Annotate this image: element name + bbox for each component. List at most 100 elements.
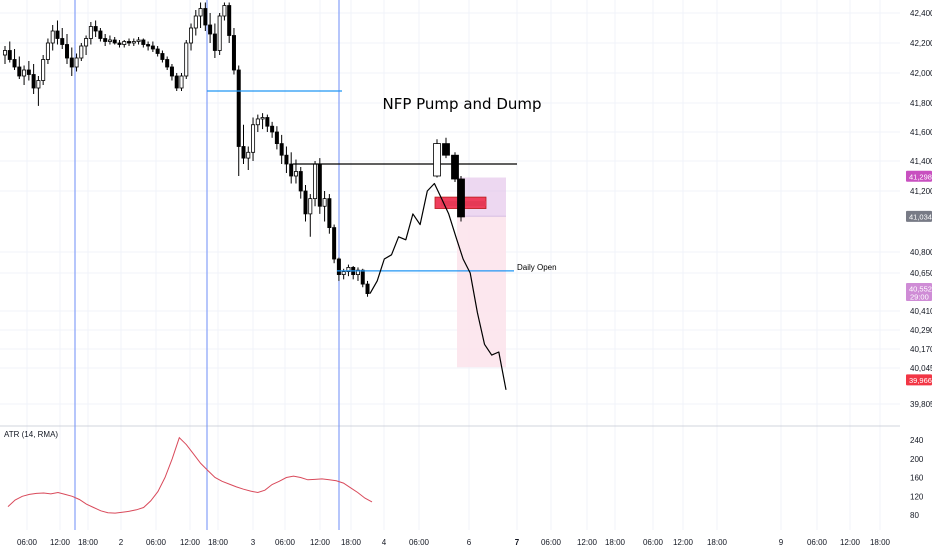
candle[interactable] xyxy=(293,171,298,177)
candle[interactable] xyxy=(84,38,89,47)
candle[interactable] xyxy=(251,124,256,153)
nfp-candle[interactable] xyxy=(442,143,450,156)
candle[interactable] xyxy=(26,69,31,75)
candle[interactable] xyxy=(50,30,55,44)
candle[interactable] xyxy=(122,41,127,45)
candle[interactable] xyxy=(313,163,318,200)
price-badge[interactable] xyxy=(906,210,932,222)
candle[interactable] xyxy=(22,69,27,77)
candle[interactable] xyxy=(103,38,108,42)
candle[interactable] xyxy=(265,117,270,127)
candle[interactable] xyxy=(146,44,151,47)
candle[interactable] xyxy=(41,59,46,81)
candle[interactable] xyxy=(189,27,194,44)
candle[interactable] xyxy=(17,66,22,77)
candle[interactable] xyxy=(179,75,184,89)
x-tick-label: 18:00 xyxy=(605,538,626,547)
candle[interactable] xyxy=(246,151,251,159)
candle[interactable] xyxy=(98,30,103,39)
x-tick-label: 18:00 xyxy=(870,538,891,547)
candle[interactable] xyxy=(107,39,112,42)
axis-layer: 42,400 42,200 42,000 41,800 41,600 41,400 41,2… xyxy=(17,9,932,547)
candle[interactable] xyxy=(55,30,60,39)
x-tick-label: 2 xyxy=(119,538,124,547)
candle[interactable] xyxy=(322,198,327,207)
candle[interactable] xyxy=(141,39,146,45)
candle[interactable] xyxy=(360,269,365,285)
price-badge[interactable] xyxy=(906,170,932,182)
candle[interactable] xyxy=(217,15,222,51)
nfp-candle[interactable] xyxy=(451,154,459,180)
candle[interactable] xyxy=(231,35,236,71)
candle[interactable] xyxy=(341,271,346,275)
candle[interactable] xyxy=(212,33,217,51)
candle[interactable] xyxy=(131,41,136,44)
candle[interactable] xyxy=(169,66,174,77)
candle[interactable] xyxy=(308,198,313,215)
candle[interactable] xyxy=(117,42,122,45)
candle[interactable] xyxy=(12,59,17,68)
candle[interactable] xyxy=(127,41,132,44)
candle[interactable] xyxy=(74,57,79,68)
x-tick-label: 06:00 xyxy=(146,538,167,547)
nfp-candle[interactable] xyxy=(457,178,465,218)
candle[interactable] xyxy=(332,227,337,260)
price-badge[interactable] xyxy=(906,374,932,386)
candle[interactable] xyxy=(136,39,141,42)
candle[interactable] xyxy=(227,5,232,36)
candle[interactable] xyxy=(284,154,289,165)
candle[interactable] xyxy=(255,118,260,126)
candle[interactable] xyxy=(336,258,341,275)
price-badge-text: 40,552 xyxy=(909,285,932,294)
candle[interactable] xyxy=(279,143,284,156)
candle[interactable] xyxy=(88,26,93,39)
candle[interactable] xyxy=(208,24,213,35)
candle[interactable] xyxy=(203,8,208,26)
candle[interactable] xyxy=(346,266,351,272)
candle[interactable] xyxy=(198,8,203,17)
candle[interactable] xyxy=(260,117,265,120)
candle[interactable] xyxy=(3,50,8,56)
candle[interactable] xyxy=(69,57,74,68)
forecast-path[interactable] xyxy=(369,182,507,390)
atr-indicator-label[interactable]: ATR (14, RMA) xyxy=(4,430,58,439)
candle[interactable] xyxy=(174,75,179,89)
candle[interactable] xyxy=(60,38,65,45)
candle[interactable] xyxy=(270,125,275,133)
candle[interactable] xyxy=(45,42,50,60)
candle[interactable] xyxy=(165,59,170,68)
candle[interactable] xyxy=(289,163,294,177)
atr-pane[interactable] xyxy=(7,436,373,514)
candle[interactable] xyxy=(36,80,41,89)
candle[interactable] xyxy=(274,131,279,144)
target-zone[interactable] xyxy=(457,216,506,368)
candle[interactable] xyxy=(222,5,227,17)
candle[interactable] xyxy=(355,269,360,275)
candle[interactable] xyxy=(7,50,12,60)
candle[interactable] xyxy=(31,74,36,89)
candle[interactable] xyxy=(184,42,189,77)
candle[interactable] xyxy=(79,45,84,59)
candle[interactable] xyxy=(317,163,322,207)
price-pane[interactable] xyxy=(3,2,517,390)
candle[interactable] xyxy=(160,53,165,60)
y-tick-label: 41,600 xyxy=(910,128,932,137)
atr-line[interactable] xyxy=(7,436,373,514)
candle[interactable] xyxy=(236,69,241,147)
candle[interactable] xyxy=(65,44,70,59)
price-badge[interactable] xyxy=(906,283,932,302)
candle[interactable] xyxy=(298,171,303,192)
nfp-candle[interactable] xyxy=(433,143,441,177)
candle[interactable] xyxy=(112,39,117,44)
candle[interactable] xyxy=(150,45,155,50)
candle[interactable] xyxy=(303,190,308,215)
y-tick-label: 40,290 xyxy=(910,326,932,335)
candle[interactable] xyxy=(193,15,198,29)
candle[interactable] xyxy=(241,146,246,159)
candle[interactable] xyxy=(327,198,332,229)
candle[interactable] xyxy=(93,26,98,32)
candle[interactable] xyxy=(155,48,160,54)
candle[interactable] xyxy=(365,283,370,294)
